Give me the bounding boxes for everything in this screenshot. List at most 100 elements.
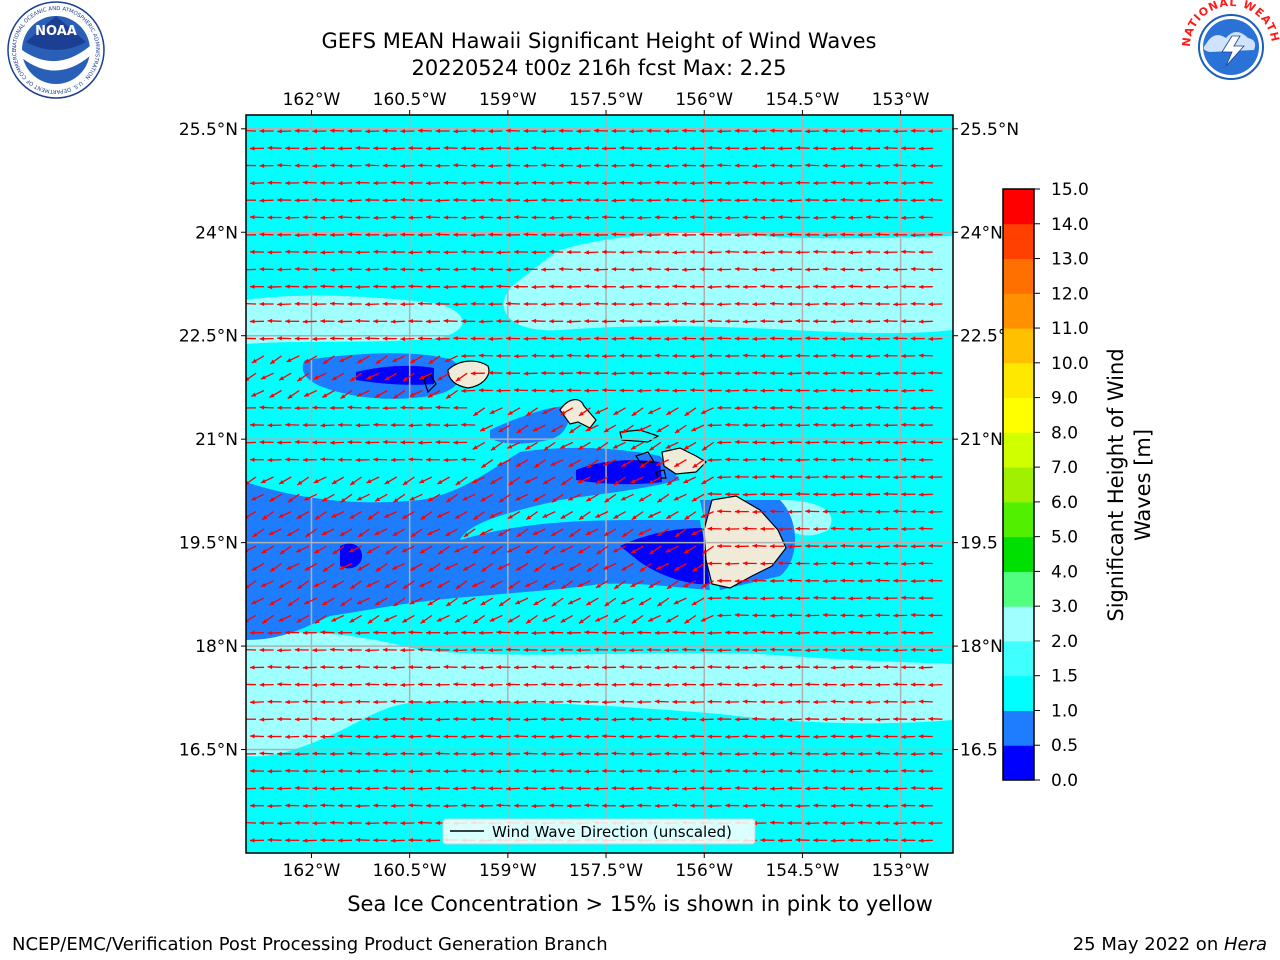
wind-arrow bbox=[261, 614, 274, 624]
wind-arrow bbox=[893, 613, 908, 618]
wind-arrow bbox=[701, 580, 714, 589]
wind-arrow bbox=[425, 733, 441, 739]
wind-arrow bbox=[505, 751, 521, 757]
wind-arrow bbox=[400, 751, 415, 756]
wind-arrow bbox=[813, 838, 828, 843]
lat-tick-label-right: 22.5° bbox=[960, 327, 1006, 347]
wind-arrow bbox=[760, 353, 775, 359]
wind-arrow bbox=[584, 803, 599, 808]
wind-arrow bbox=[365, 232, 380, 237]
wind-arrow bbox=[795, 734, 810, 739]
wind-arrow bbox=[742, 734, 757, 739]
wind-arrow bbox=[489, 580, 503, 589]
colorbar-tick-label: 15.0 bbox=[1051, 180, 1089, 200]
wind-arrow bbox=[805, 370, 820, 376]
wind-arrow bbox=[560, 580, 574, 590]
wind-arrow bbox=[795, 215, 810, 220]
wind-arrow bbox=[444, 355, 458, 363]
wind-arrow bbox=[566, 803, 581, 809]
wind-arrow bbox=[470, 301, 485, 307]
wind-arrow bbox=[435, 301, 450, 307]
wind-arrow bbox=[742, 803, 757, 809]
wind-arrow bbox=[287, 597, 300, 607]
colorbar-tick-label: 2.0 bbox=[1051, 632, 1078, 652]
wind-arrow bbox=[699, 267, 714, 272]
wind-arrow bbox=[496, 388, 511, 393]
wind-arrow bbox=[365, 405, 380, 410]
wind-arrow bbox=[277, 129, 292, 134]
wind-arrow bbox=[471, 580, 486, 588]
wind-arrow bbox=[918, 665, 933, 670]
wind-arrow bbox=[918, 180, 933, 185]
wind-arrow bbox=[453, 267, 468, 272]
wind-arrow bbox=[410, 528, 423, 538]
wind-arrow bbox=[752, 370, 767, 376]
wind-arrow bbox=[461, 803, 476, 808]
wind-arrow bbox=[725, 665, 740, 670]
wind-arrow bbox=[472, 511, 486, 521]
wind-arrow bbox=[470, 682, 485, 687]
wind-arrow bbox=[549, 180, 564, 186]
wind-arrow bbox=[707, 664, 722, 670]
wind-arrow bbox=[426, 284, 440, 289]
wind-arrow bbox=[760, 215, 775, 220]
wind-arrow bbox=[725, 353, 740, 359]
wind-arrow bbox=[542, 614, 556, 622]
wind-arrow bbox=[249, 249, 265, 255]
wind-arrow bbox=[805, 786, 820, 791]
wind-arrow bbox=[654, 215, 669, 220]
wind-arrow bbox=[454, 614, 468, 623]
wind-arrow bbox=[365, 682, 380, 687]
wind-arrow bbox=[347, 336, 362, 341]
wind-arrow bbox=[445, 493, 458, 503]
wind-arrow bbox=[576, 163, 591, 169]
wind-arrow bbox=[390, 734, 405, 739]
wind-arrow bbox=[777, 527, 793, 532]
wind-arrow bbox=[830, 146, 845, 151]
wind-arrow bbox=[654, 180, 669, 185]
wind-arrow bbox=[478, 284, 493, 290]
lat-tick-label-left: 24°N bbox=[195, 223, 238, 243]
wind-arrow bbox=[918, 146, 933, 151]
wind-arrow bbox=[752, 509, 767, 515]
wind-arrow bbox=[408, 215, 423, 220]
wind-arrow bbox=[865, 700, 881, 705]
wind-arrow bbox=[478, 180, 493, 185]
wind-arrow bbox=[883, 250, 898, 255]
wind-arrow bbox=[752, 128, 767, 134]
wind-arrow bbox=[523, 163, 538, 168]
wind-arrow bbox=[830, 526, 845, 531]
wind-arrow bbox=[830, 630, 845, 636]
wind-arrow bbox=[515, 562, 529, 572]
wind-arrow bbox=[769, 682, 785, 687]
wind-arrow bbox=[672, 215, 687, 220]
wind-arrow bbox=[725, 734, 740, 740]
wind-arrow bbox=[593, 682, 609, 687]
wind-arrow bbox=[778, 284, 792, 289]
wind-arrow bbox=[400, 440, 415, 445]
wind-arrow bbox=[787, 301, 802, 307]
wind-arrow bbox=[805, 648, 820, 653]
wind-arrow bbox=[337, 319, 353, 324]
right-credit: 25 May 2022 on Hera bbox=[1073, 934, 1267, 955]
wind-arrow bbox=[302, 146, 317, 151]
wind-arrow bbox=[621, 459, 634, 468]
wind-arrow bbox=[294, 647, 309, 653]
wind-arrow bbox=[462, 597, 476, 605]
wind-arrow bbox=[408, 769, 423, 774]
wind-arrow bbox=[390, 284, 405, 290]
wind-arrow bbox=[585, 597, 599, 606]
wind-arrow bbox=[523, 128, 538, 134]
wind-arrow bbox=[707, 457, 722, 463]
wind-arrow bbox=[770, 544, 784, 549]
colorbar-tick-label: 7.0 bbox=[1051, 458, 1078, 478]
wind-arrow bbox=[707, 491, 722, 497]
wind-arrow bbox=[523, 232, 538, 237]
wind-arrow bbox=[320, 734, 335, 739]
wind-arrow bbox=[382, 301, 397, 307]
wind-arrow bbox=[558, 232, 573, 238]
wind-arrow bbox=[559, 441, 574, 449]
wind-arrow bbox=[742, 699, 757, 704]
wind-arrow bbox=[455, 580, 468, 590]
